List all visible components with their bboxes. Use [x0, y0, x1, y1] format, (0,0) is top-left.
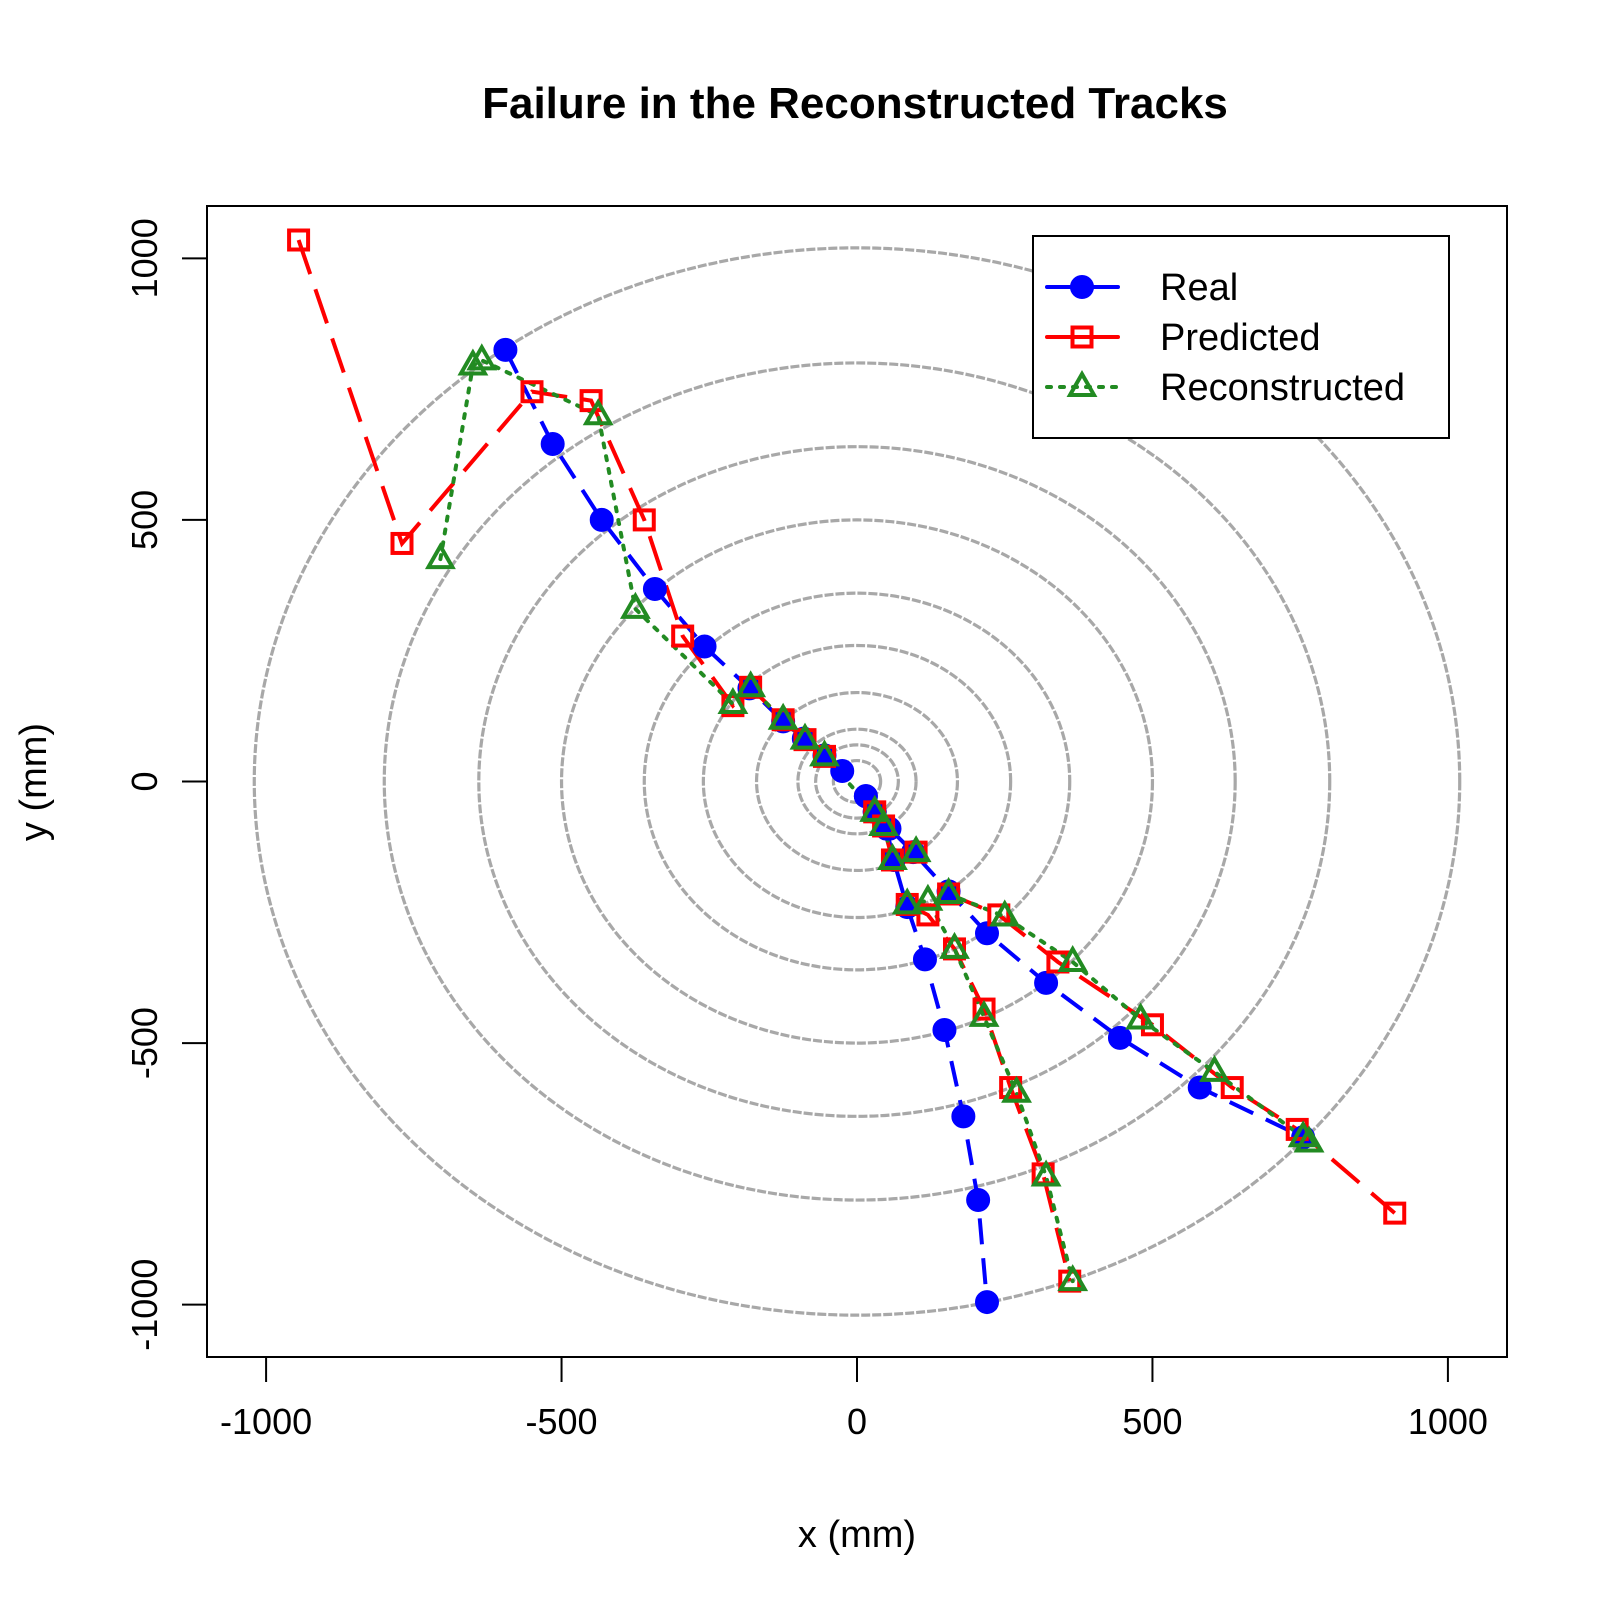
y-axis-label: y (mm) [13, 723, 55, 841]
real-point [589, 507, 614, 532]
legend-entry-reconstructed: Reconstructed [1045, 367, 1405, 409]
predicted-point [671, 624, 695, 648]
x-tick-label: 500 [1122, 1401, 1182, 1442]
real-point [975, 1290, 999, 1315]
predicted-point [972, 997, 996, 1021]
predicted-point [287, 228, 311, 252]
y-tick-label: 1000 [124, 218, 165, 298]
detector-layer-5 [701, 643, 1013, 920]
reconstructed-track-1-line [438, 358, 919, 863]
real-point [951, 1104, 976, 1129]
reconstructed-point [1057, 944, 1089, 972]
legend-label-predicted: Predicted [1160, 317, 1321, 359]
detector-layer-3 [796, 727, 918, 836]
detector-layer-10 [252, 246, 1462, 1317]
reconstructed-point [424, 542, 456, 570]
reconstructed-point [789, 722, 821, 750]
y-axis: -1000 -500 0 500 1000 [124, 218, 208, 1351]
x-tick-label: 0 [847, 1401, 867, 1442]
predicted-track-3-line [947, 892, 1397, 1215]
real-point [932, 1018, 957, 1043]
real-point [975, 921, 999, 946]
reconstructed-point [1057, 1264, 1089, 1292]
reconstructed-point [767, 702, 799, 730]
real-point [692, 634, 717, 659]
reconstructed-point [735, 670, 767, 698]
reconstructed-point [877, 842, 908, 870]
legend-marker-predicted [1070, 325, 1094, 349]
predicted-point [1140, 1013, 1164, 1037]
reconstructed-point [1030, 1159, 1062, 1187]
real-point [966, 1188, 991, 1213]
detector-layer-8 [477, 445, 1237, 1118]
reconstructed-point [989, 899, 1021, 927]
predicted-point [1383, 1201, 1407, 1225]
detector-layer-4 [754, 690, 960, 873]
real-point [642, 576, 667, 601]
predicted-point [579, 389, 603, 413]
reconstructed-point [457, 348, 489, 376]
x-tick-label: -500 [526, 1401, 598, 1442]
real-point [1107, 1025, 1132, 1050]
reconstructed-point [868, 808, 900, 836]
predicted-point [520, 380, 544, 404]
legend-entry-predicted: Predicted [1045, 317, 1321, 359]
detector-layer-9 [382, 361, 1332, 1202]
legend-label-reconstructed: Reconstructed [1160, 367, 1405, 409]
real-track-1-line [503, 349, 844, 773]
detector-layer-7 [559, 518, 1155, 1045]
detector-layer-2 [814, 743, 900, 820]
reconstructed-point [1001, 1075, 1032, 1103]
reconstructed-point [1125, 1002, 1157, 1030]
predicted-point [1220, 1076, 1244, 1100]
legend-label-real: Real [1160, 267, 1238, 309]
detector-layer-6 [642, 591, 1072, 972]
reconstructed-point [1293, 1125, 1325, 1153]
legend-marker-real [1070, 275, 1094, 299]
predicted-point [916, 903, 940, 927]
real-point [1034, 970, 1059, 995]
reconstructed-point [968, 999, 1000, 1027]
reconstructed-point [717, 687, 749, 715]
real-track-2-line [864, 795, 989, 1303]
chart-title: Failure in the Reconstructed Tracks [482, 79, 1228, 128]
real-point [493, 337, 518, 362]
reconstructed-point [1287, 1120, 1319, 1148]
reconstructed-point [619, 591, 651, 619]
legend-marker-reconstructed [1066, 369, 1098, 397]
legend-entry-real: Real [1045, 267, 1238, 309]
reconstructed-point [912, 883, 944, 911]
y-tick-label: 0 [124, 771, 165, 791]
predicted-point [632, 508, 656, 532]
reconstructed-track-3-line [946, 892, 1311, 1145]
legend: Real Predicted Reconstructed [1032, 235, 1450, 439]
reconstructed-point [809, 739, 840, 767]
reconstructed-point [891, 887, 923, 915]
real-point [1187, 1075, 1212, 1100]
x-tick-label: 1000 [1408, 1401, 1488, 1442]
y-tick-label: -1000 [124, 1259, 165, 1351]
reconstructed-point [582, 398, 614, 426]
reconstructed-point [939, 931, 970, 959]
reconstructed-point [900, 835, 932, 863]
x-axis: -1000 -500 0 500 1000 [220, 1356, 1488, 1442]
predicted-track-2-line [906, 902, 1072, 1282]
reconstructed-point [933, 876, 965, 904]
real-point [912, 947, 937, 972]
real-point [540, 432, 565, 457]
reconstructed-point [466, 343, 498, 371]
x-tick-label: -1000 [220, 1401, 312, 1442]
y-tick-label: 500 [124, 490, 165, 550]
track-markers [287, 228, 1407, 1315]
x-axis-label: x (mm) [798, 1514, 916, 1556]
reconstructed-point [859, 794, 891, 822]
predicted-point [390, 531, 414, 555]
y-tick-label: -500 [124, 1007, 165, 1079]
detector-layers [252, 246, 1462, 1317]
reconstructed-point [1199, 1054, 1230, 1082]
